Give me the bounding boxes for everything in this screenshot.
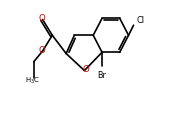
Text: H$_3$C: H$_3$C bbox=[25, 76, 40, 86]
Text: O: O bbox=[38, 14, 45, 23]
Text: O: O bbox=[83, 65, 89, 74]
Text: Cl: Cl bbox=[136, 16, 144, 25]
Text: O: O bbox=[38, 46, 45, 55]
Text: Br: Br bbox=[98, 71, 106, 80]
